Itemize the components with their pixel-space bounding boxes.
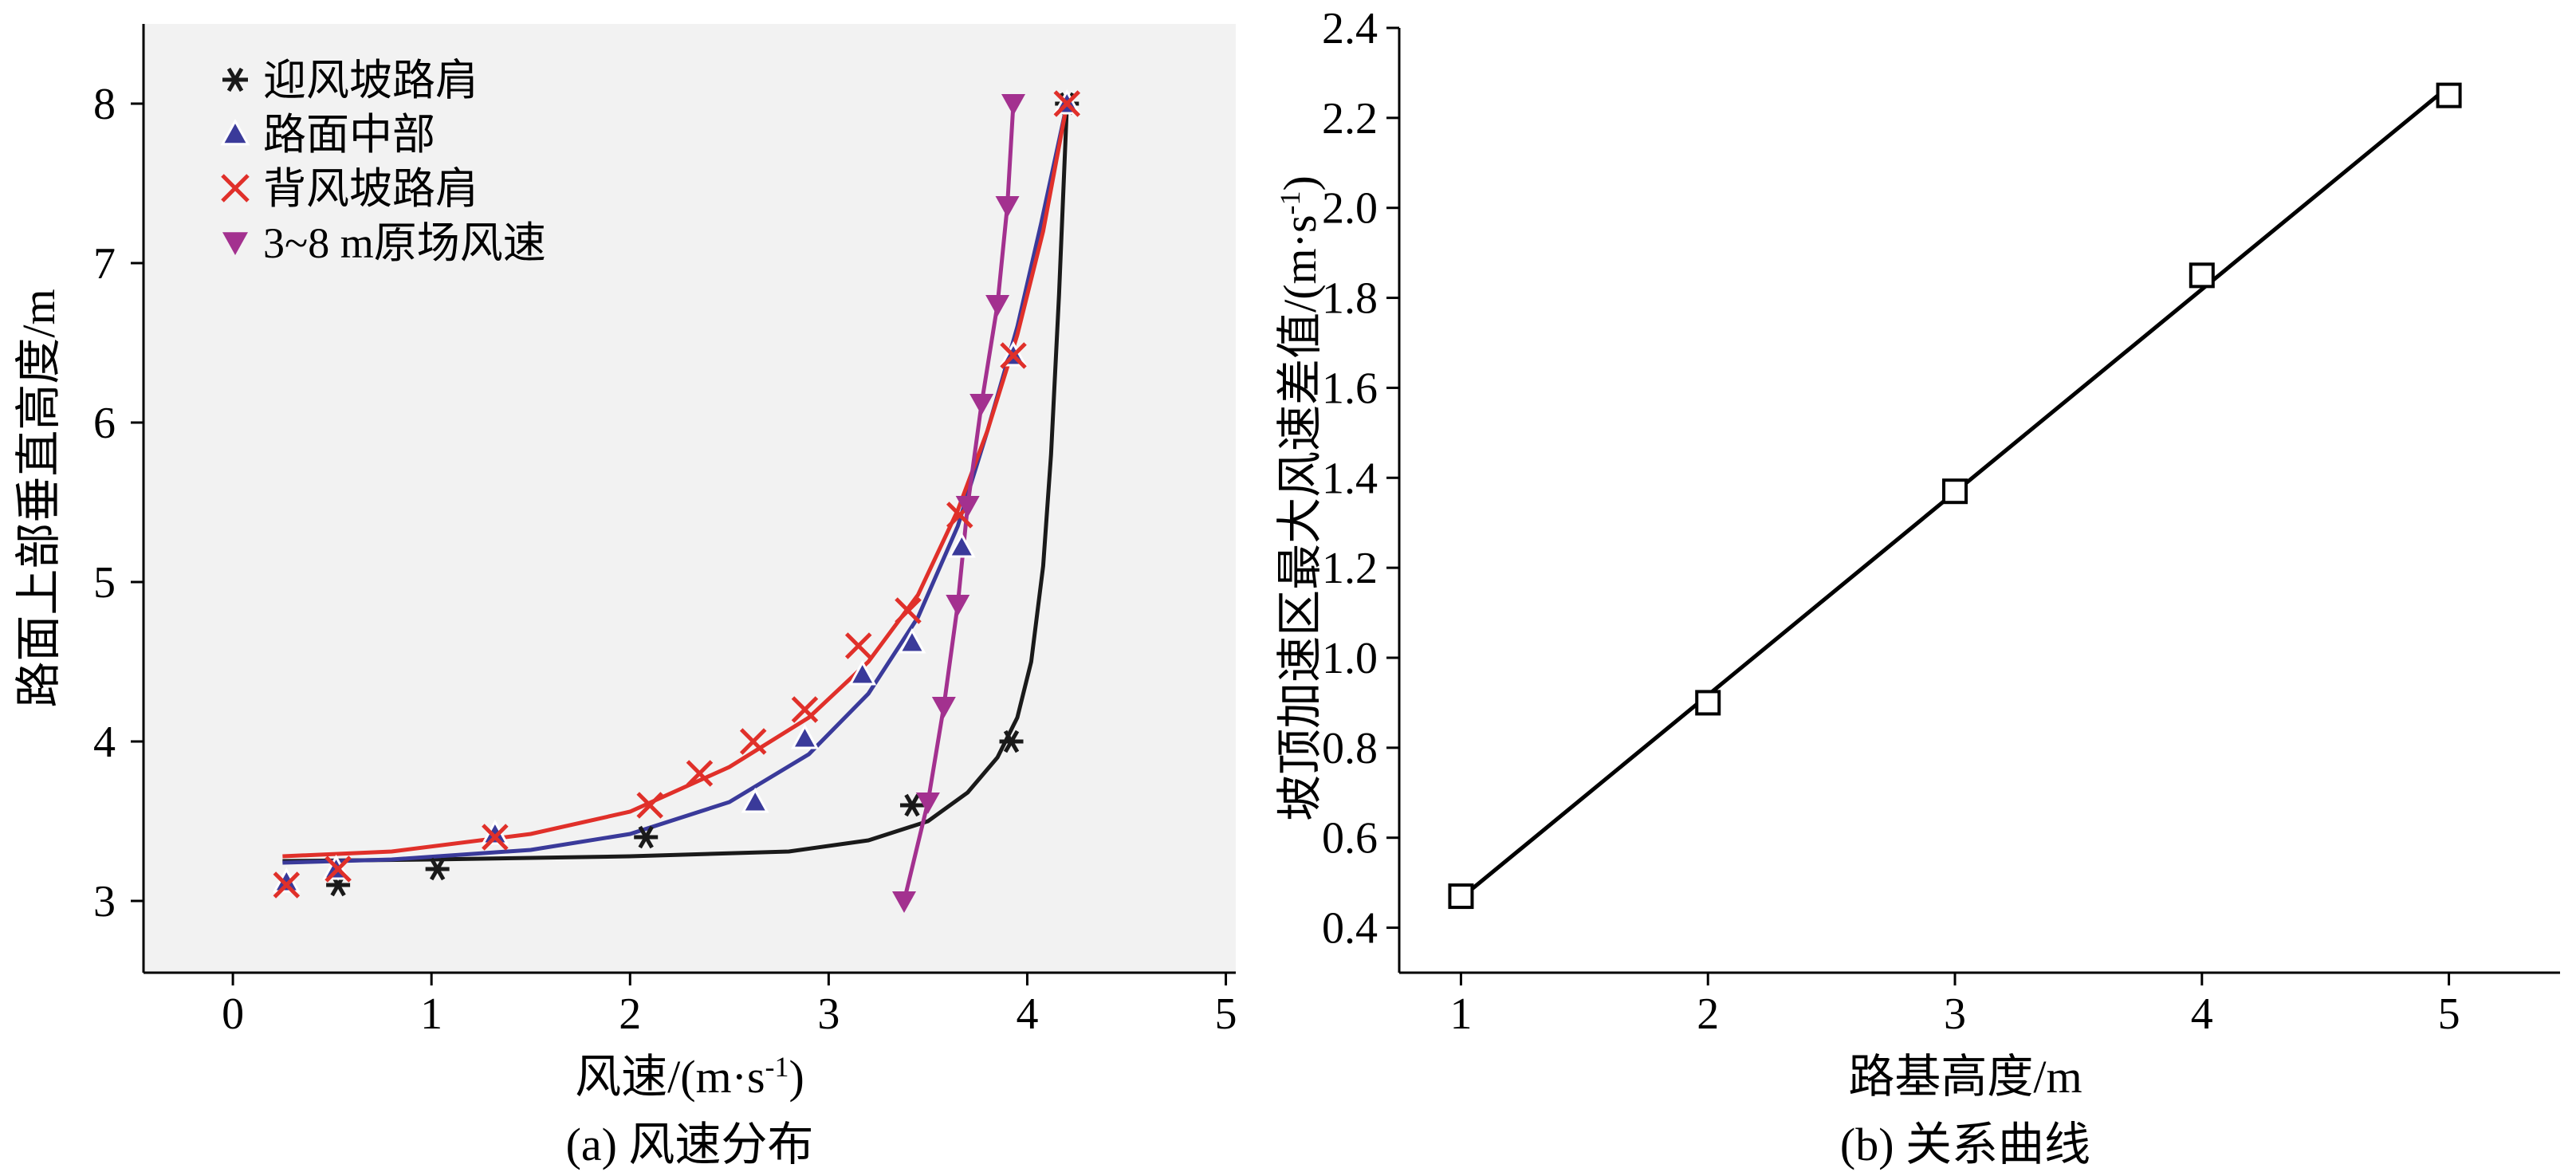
data-point-asterisk [899,793,924,817]
data-point-triangle-down [946,595,970,616]
y-axis-label-a: 路面上部垂直高度/m [13,289,65,707]
y-tick-label-b: 2.4 [1322,4,1378,53]
data-point-cross [791,696,819,723]
y-tick-label-b: 1.2 [1322,544,1378,593]
y-tick-label-b: 2.2 [1322,94,1378,144]
y-axis-label-b: 坡顶加速区最大风速差值/(m·s-1) [1274,175,1326,821]
data-point-triangle-up [898,627,926,654]
data-point-asterisk [425,857,450,881]
caption-b: (b) 关系曲线 [1840,1119,2090,1170]
x-tick-label-b: 5 [2438,989,2460,1039]
x-tick-label-a: 2 [619,989,641,1039]
fit-curve-asterisk [282,103,1069,863]
legend-marker-cross [221,174,250,203]
panel-b-relation-curve: 1 2 3 4 5 0.4 0.6 0.8 1.0 1.2 1.4 1.6 1.8 2.0 2.2 2.4 路… [1274,4,2560,1170]
data-point-triangle-up [790,723,820,749]
y-tick-label-a: 8 [93,80,116,129]
y-tick-label-b: 0.8 [1322,724,1378,773]
data-point-cross [739,728,767,755]
x-tick-label-b: 3 [1944,989,1966,1039]
x-tick-label-a: 0 [222,989,244,1039]
x-tick-label-a: 4 [1016,989,1038,1039]
caption-a: (a) 风速分布 [566,1119,814,1170]
legend-label: 背风坡路肩 [263,165,478,213]
y-tick-label-a: 6 [93,399,116,448]
y-tick-label-a: 3 [93,877,116,926]
data-point-cross [324,855,352,883]
x-tick-label-b: 2 [1697,989,1719,1039]
legend-label: 迎风坡路肩 [263,57,478,104]
x-tick-label-a: 1 [420,989,442,1039]
ticks-b: 1 2 3 4 5 0.4 0.6 0.8 1.0 1.2 1.4 1.6 1.8 2.0 2.2 2.4 [1322,4,2460,1039]
data-point-triangle-down [915,793,940,814]
x-axis-label-b: 路基高度/m [1848,1051,2082,1103]
y-tick-label-b: 1.8 [1322,274,1378,324]
data-point-triangle-down [995,196,1020,218]
y-tick-label-b: 1.4 [1322,454,1378,503]
y-tick-label-b: 2.0 [1322,184,1378,234]
x-axis-label-a: 风速/(m·s-1) [575,1051,804,1103]
x-tick-label-b: 4 [2191,989,2213,1039]
data-point-square [1695,690,1721,716]
data-point-cross [482,824,509,851]
y-tick-label-a: 4 [93,718,116,767]
legend-label: 路面中部 [263,111,435,159]
ticks-a: 0 1 2 3 4 5 3 4 5 6 7 8 [93,80,1237,1039]
fit-curve-cross [282,103,1069,859]
legend-label: 3~8 m原场风速 [263,219,546,267]
data-point-asterisk [999,730,1024,753]
data-point-cross [686,760,714,787]
axes-a [142,24,1236,974]
data-point-triangle-down [1001,94,1026,116]
data-point-cross [1000,342,1027,369]
legend-marker-triangle-down [222,232,248,255]
data-point-cross [844,632,872,659]
x-tick-label-a: 5 [1215,989,1237,1039]
y-tick-label-a: 5 [93,558,116,608]
data-point-triangle-up [848,659,877,686]
data-point-triangle-down [985,295,1010,317]
data-point-cross [1053,90,1081,117]
data-point-square [2189,262,2215,289]
legend-marker-asterisk [222,67,248,92]
data-markers-b [1448,82,2462,910]
axes-b [1398,28,2560,974]
y-tick-label-a: 7 [93,239,116,289]
data-point-cross [273,871,301,899]
legend-marker-triangle-up [220,118,250,146]
data-point-square [2436,82,2462,108]
y-tick-label-b: 0.6 [1322,814,1378,863]
data-point-asterisk [634,825,659,849]
x-tick-label-b: 1 [1449,989,1472,1039]
y-tick-label-b: 1.0 [1322,634,1378,683]
data-point-triangle-down [892,891,917,913]
y-tick-label-b: 0.4 [1322,904,1378,954]
data-point-triangle-down [955,496,980,517]
data-point-square [1448,883,1474,910]
data-point-cross [895,597,922,624]
data-point-cross [636,792,663,819]
data-point-triangle-up [741,787,769,813]
data-point-square [1942,478,1968,505]
data-point-triangle-down [969,394,994,415]
data-point-triangle-down [931,697,956,718]
y-tick-label-b: 1.6 [1322,364,1378,413]
x-tick-label-a: 3 [817,989,840,1039]
data-markers-a [272,88,1081,913]
data-point-triangle-up [947,532,976,558]
